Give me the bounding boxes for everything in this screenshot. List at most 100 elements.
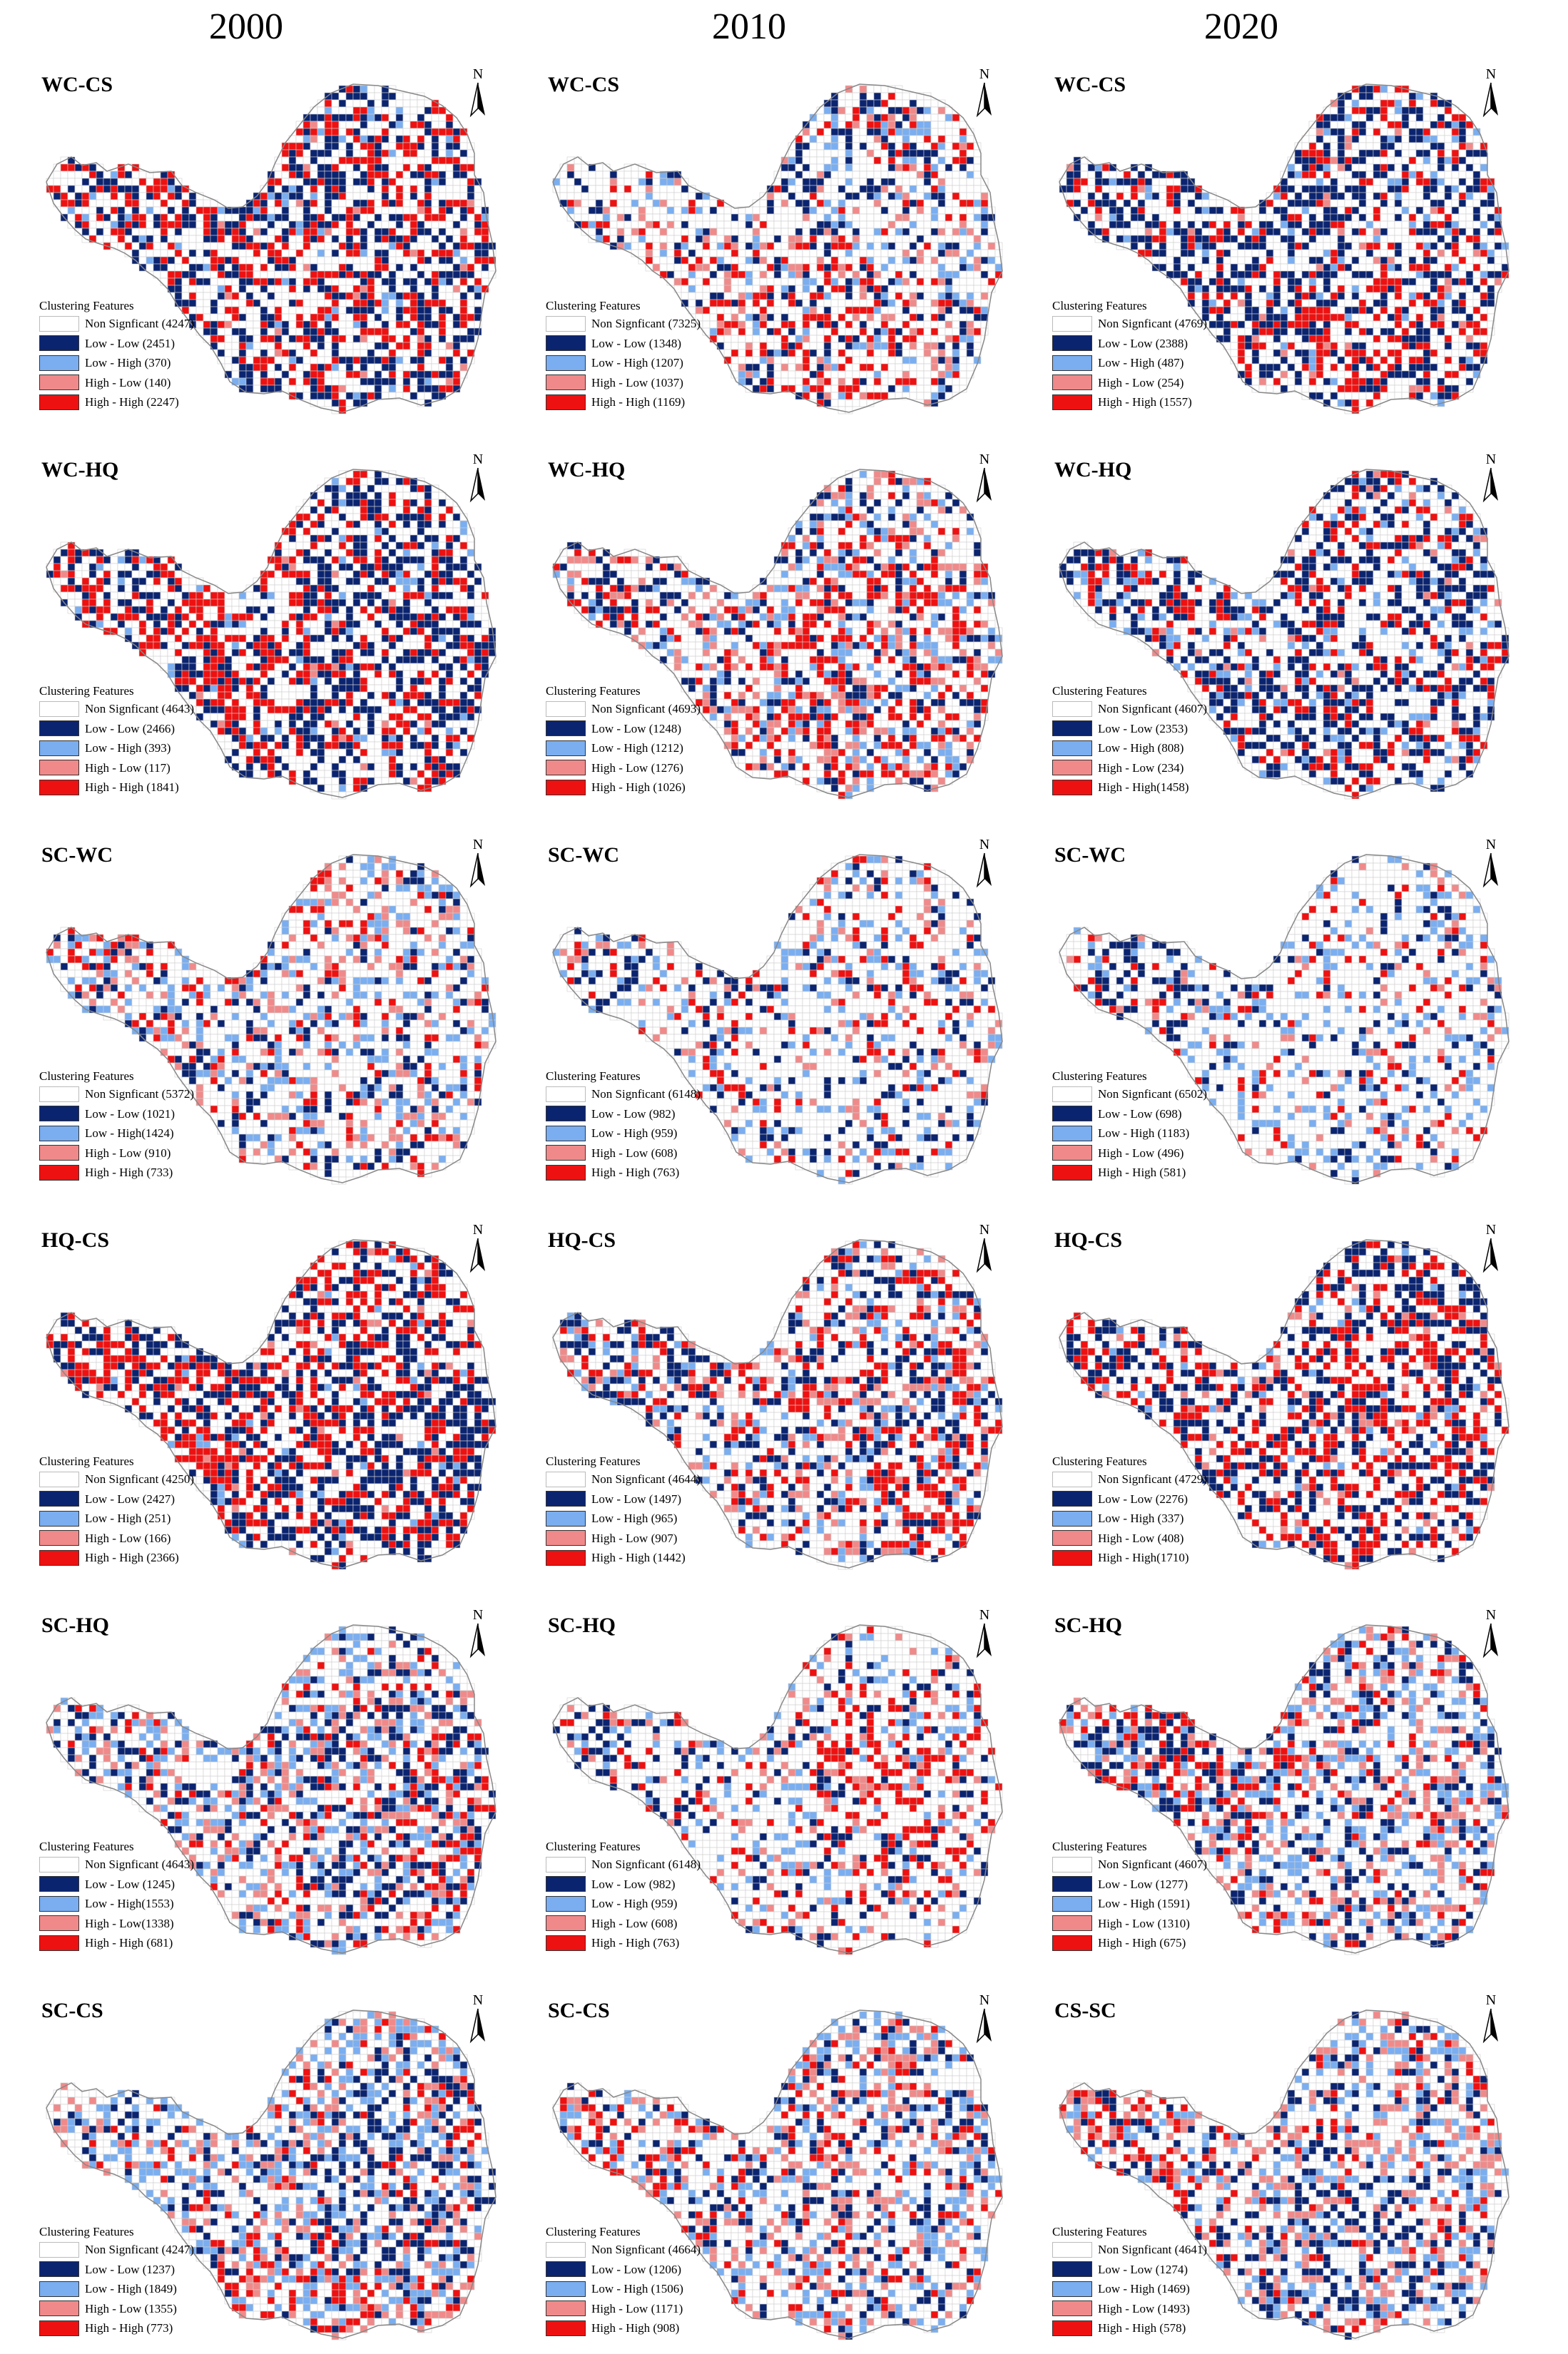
legend-title: Clustering Features (1052, 685, 1207, 697)
legend-swatch (546, 1126, 586, 1141)
legend-label: High - Low (1171) (591, 2303, 683, 2315)
legend-label: High - High (763) (591, 1166, 679, 1178)
legend-entry: Non Signficant (4250) (39, 1469, 194, 1489)
legend-entry: Non Signficant (5372) (39, 1084, 194, 1104)
legend-swatch (546, 740, 586, 756)
legend-swatch (39, 2320, 79, 2336)
map-title: SC-HQ (1054, 1614, 1122, 1638)
legend-swatch (546, 1106, 586, 1121)
legend-entry: High - Low (1037) (546, 373, 701, 393)
legend-title: Clustering Features (546, 1840, 701, 1853)
legend-swatch (39, 720, 79, 736)
legend-label: Non Signficant (4250) (85, 1473, 194, 1485)
map-title: SC-WC (1054, 843, 1126, 867)
legend-swatch (1052, 1472, 1092, 1487)
map-title: SC-CS (41, 1999, 103, 2023)
legend-title: Clustering Features (546, 2226, 701, 2238)
legend-entry: High - High(1710) (1052, 1548, 1207, 1568)
map-title: SC-HQ (41, 1614, 109, 1638)
legend-entry: Low - High (251) (39, 1509, 194, 1529)
legend-entry: Low - Low (982) (546, 1104, 701, 1124)
legend-title: Clustering Features (39, 300, 194, 312)
legend-swatch (1052, 1106, 1092, 1121)
legend-swatch (39, 394, 79, 410)
legend-label: Non Signficant (4247) (85, 2243, 194, 2256)
legend-swatch (546, 1857, 586, 1872)
legend-entry: High - Low (608) (546, 1143, 701, 1163)
legend-swatch (39, 1086, 79, 1102)
legend-title: Clustering Features (546, 300, 701, 312)
legend-entry: Low - High (1849) (39, 2279, 194, 2299)
legend-entry: High - Low (1493) (1052, 2299, 1207, 2319)
legend-swatch (546, 1472, 586, 1487)
legend-label: Low - Low (2388) (1098, 337, 1188, 350)
legend-entry: High - High (1841) (39, 778, 194, 798)
legend-swatch (546, 1165, 586, 1181)
legend-swatch (39, 355, 79, 371)
legend-entry: Low - Low (1237) (39, 2260, 194, 2280)
legend-swatch (1052, 316, 1092, 332)
legend-entry: Low - High (370) (39, 353, 194, 373)
legend-entry: Non Signficant (4664) (546, 2240, 701, 2260)
legend-entry: Low - High (965) (546, 1509, 701, 1529)
north-arrow-icon: N (464, 1605, 492, 1662)
map-title: HQ-CS (548, 1228, 616, 1253)
legend-label: High - High (733) (85, 1166, 173, 1178)
legend-entry: Non Signficant (4643) (39, 1855, 194, 1875)
legend-title: Clustering Features (39, 685, 194, 697)
legend-entry: Low - Low (1497) (546, 1489, 701, 1509)
legend-swatch (546, 1935, 586, 1951)
legend-swatch (546, 374, 586, 390)
legend-swatch (39, 335, 79, 351)
map-title: WC-HQ (1054, 458, 1131, 482)
legend-label: Non Signficant (6148) (591, 1088, 701, 1100)
legend-swatch (1052, 2300, 1092, 2316)
legend-entry: Low - High (959) (546, 1124, 701, 1143)
legend-label: Non Signficant (6148) (591, 1858, 701, 1870)
legend-label: Non Signficant (5372) (85, 1088, 194, 1100)
legend-label: High - Low (140) (85, 377, 170, 389)
legend-entry: High - Low (496) (1052, 1143, 1207, 1163)
legend-swatch (1052, 1915, 1092, 1931)
legend-label: High - High (1557) (1098, 396, 1192, 408)
legend: Clustering Features Non Signficant (4643)… (39, 685, 194, 798)
legend-entry: High - Low (1310) (1052, 1914, 1207, 1934)
north-arrow-icon: N (464, 449, 492, 506)
legend-entry: High - Low (117) (39, 758, 194, 778)
legend-title: Clustering Features (39, 2226, 194, 2238)
legend-entry: Low - Low (698) (1052, 1104, 1207, 1124)
legend-label: Low - High (370) (85, 357, 170, 369)
legend-label: Low - Low (1248) (591, 723, 681, 735)
legend-swatch (39, 1126, 79, 1141)
north-arrow-icon: N (970, 835, 999, 892)
legend-label: Low - High(1424) (85, 1127, 174, 1139)
legend-entry: Non Signficant (6502) (1052, 1084, 1207, 1104)
svg-text:N: N (979, 66, 989, 82)
legend-label: Non Signficant (4644) (591, 1473, 701, 1485)
north-arrow-icon: N (1477, 1605, 1505, 1662)
legend-entry: Non Signficant (4247) (39, 2240, 194, 2260)
legend-label: Low - High (1212) (591, 742, 683, 754)
legend-swatch (1052, 2261, 1092, 2277)
legend-label: High - High (675) (1098, 1937, 1186, 1949)
legend-swatch (1052, 374, 1092, 390)
svg-text:N: N (473, 66, 483, 82)
legend-swatch (39, 760, 79, 775)
map-title: WC-HQ (41, 458, 118, 482)
legend-entry: Low - High (1469) (1052, 2279, 1207, 2299)
legend-label: Low - Low (2451) (85, 337, 175, 350)
legend-label: Low - Low (982) (591, 1108, 676, 1120)
legend-entry: Low - High (808) (1052, 738, 1207, 758)
legend-entry: Low - Low (2451) (39, 334, 194, 354)
legend-title: Clustering Features (1052, 2226, 1207, 2238)
legend-entry: High - High (581) (1052, 1163, 1207, 1183)
legend-swatch (39, 740, 79, 756)
legend-entry: Non Signficant (4643) (39, 699, 194, 719)
